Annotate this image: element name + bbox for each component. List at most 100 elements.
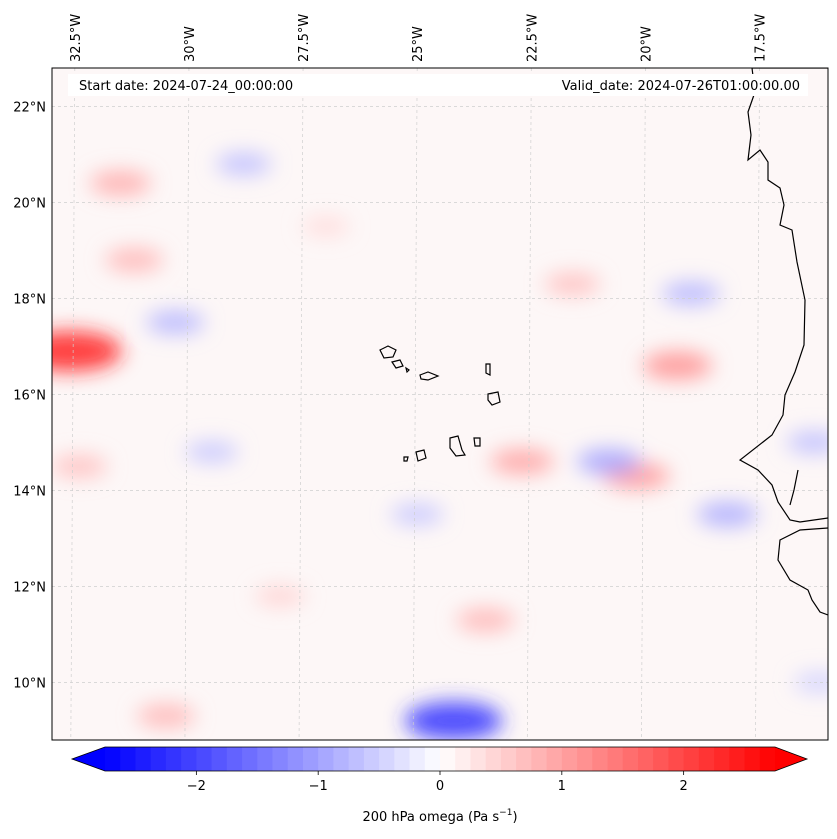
- colorbar-tick-label: 0: [436, 779, 444, 794]
- colorbar-cell: [440, 747, 456, 771]
- colorbar: −2 −1 0 1 2 200 hPa omega (Pa s−1): [70, 746, 809, 825]
- colorbar-cell: [455, 747, 472, 771]
- colorbar-cell: [546, 747, 563, 771]
- strong-descent-south: [404, 701, 503, 740]
- colorbar-cell: [363, 747, 380, 771]
- lat-tick-label: 16°N: [13, 388, 46, 403]
- meridian-line: [641, 68, 646, 740]
- colorbar-cell: [668, 747, 685, 771]
- field-feature-4: [146, 310, 205, 335]
- colorbar-cell: [150, 747, 167, 771]
- lon-tick-label: 30°W: [183, 26, 198, 62]
- map-background: [52, 68, 828, 740]
- field-feature-1: [89, 170, 152, 196]
- valid-date-label: Valid_date: 2024-07-26T01:00:00.00: [562, 79, 800, 94]
- colorbar-cell: [272, 747, 289, 771]
- lon-tick-label: 22.5°W: [525, 14, 540, 62]
- colorbar-cell: [409, 747, 426, 771]
- colorbar-tick-label: 2: [679, 779, 687, 794]
- meridian-line: [70, 68, 76, 740]
- colorbar-cell: [348, 747, 365, 771]
- colorbar-cell: [287, 747, 304, 771]
- lat-tick-label: 18°N: [13, 292, 46, 307]
- field-feature-18: [390, 503, 444, 526]
- colorbar-cell: [424, 747, 441, 771]
- meridian-line: [412, 68, 418, 740]
- colorbar-cell: [333, 747, 350, 771]
- strong-ascent-west-edge: [52, 331, 122, 372]
- lat-tick-label: 12°N: [13, 580, 46, 595]
- lon-tick-label: 32.5°W: [69, 14, 84, 62]
- field-feature-12: [544, 272, 601, 296]
- colorbar-cell: [729, 747, 746, 771]
- meridian-line: [298, 68, 304, 740]
- omega-field: [52, 152, 828, 740]
- colorbar-cell: [165, 747, 182, 771]
- cape-verde-islands: [379, 345, 501, 462]
- colorbar-cell: [500, 747, 517, 771]
- colorbar-cell: [592, 747, 609, 771]
- colorbar-cell: [622, 747, 639, 771]
- meridian-line: [526, 68, 532, 740]
- map-frame: [51, 67, 829, 741]
- field-feature-6: [185, 441, 239, 463]
- coastline-africa: [738, 68, 828, 616]
- colorbar-cell: [105, 747, 121, 771]
- map-panel: Start date: 2024-07-24_00:00:00 Valid_da…: [51, 67, 829, 741]
- colorbar-cell: [226, 747, 243, 771]
- colorbar-cell: [302, 747, 319, 771]
- colorbar-ticks: −2 −1 0 1 2: [187, 771, 688, 794]
- lat-tick-label: 22°N: [13, 100, 46, 115]
- colorbar-cell: [379, 747, 395, 771]
- field-feature-15: [456, 608, 515, 632]
- colorbar-cell: [470, 747, 487, 771]
- colorbar-cell: [759, 747, 776, 771]
- lat-tick-label: 20°N: [13, 196, 46, 211]
- colorbar-tick-label: 1: [558, 779, 566, 794]
- colorbar-cell: [181, 747, 197, 771]
- field-feature-8: [490, 448, 555, 475]
- colorbar-cells: [105, 747, 776, 771]
- colorbar-cell: [714, 747, 730, 771]
- field-feature-13: [661, 281, 721, 306]
- field-feature-3: [52, 454, 108, 478]
- colorbar-cell: [135, 747, 152, 771]
- colorbar-cell: [653, 747, 670, 771]
- colorbar-tick-label: −1: [309, 779, 328, 794]
- info-banner: [68, 74, 808, 96]
- colorbar-extend-low: [72, 747, 105, 771]
- field-feature-20: [786, 430, 828, 454]
- start-date-label: Start date: 2024-07-24_00:00:00: [79, 79, 293, 94]
- field-feature-16: [136, 704, 196, 728]
- colorbar-cell: [485, 747, 502, 771]
- lon-tick-label: 20°W: [639, 26, 654, 62]
- colorbar-cell: [394, 747, 411, 771]
- lon-tick-label: 17.5°W: [754, 14, 769, 62]
- longitude-axis: 32.5°W 30°W 27.5°W 25°W 22.5°W 20°W 17.5°W: [69, 14, 769, 62]
- meridian-line: [755, 68, 760, 740]
- colorbar-outline: [70, 746, 809, 772]
- colorbar-title-main: 200 hPa omega (Pa s: [362, 810, 499, 825]
- lon-tick-label: 25°W: [411, 26, 426, 62]
- field-feature-19: [302, 216, 350, 237]
- field-feature-17: [255, 585, 306, 607]
- colorbar-cell: [744, 747, 761, 771]
- colorbar-extend-high: [775, 747, 807, 771]
- colorbar-cell: [607, 747, 624, 771]
- meridian-line: [184, 68, 190, 740]
- field-feature-10: [576, 448, 641, 475]
- colorbar-cell: [242, 747, 258, 771]
- colorbar-title: 200 hPa omega (Pa s−1): [362, 808, 517, 825]
- colorbar-cell: [531, 747, 548, 771]
- field-feature-2: [104, 248, 164, 272]
- colorbar-cell: [561, 747, 578, 771]
- lat-tick-label: 14°N: [13, 484, 46, 499]
- colorbar-cell: [637, 747, 654, 771]
- field-feature-5: [215, 152, 272, 176]
- colorbar-title-end: ): [512, 810, 517, 825]
- gridlines: [52, 68, 828, 740]
- colorbar-cell: [318, 747, 335, 771]
- colorbar-cell: [577, 747, 593, 771]
- colorbar-cell: [683, 747, 700, 771]
